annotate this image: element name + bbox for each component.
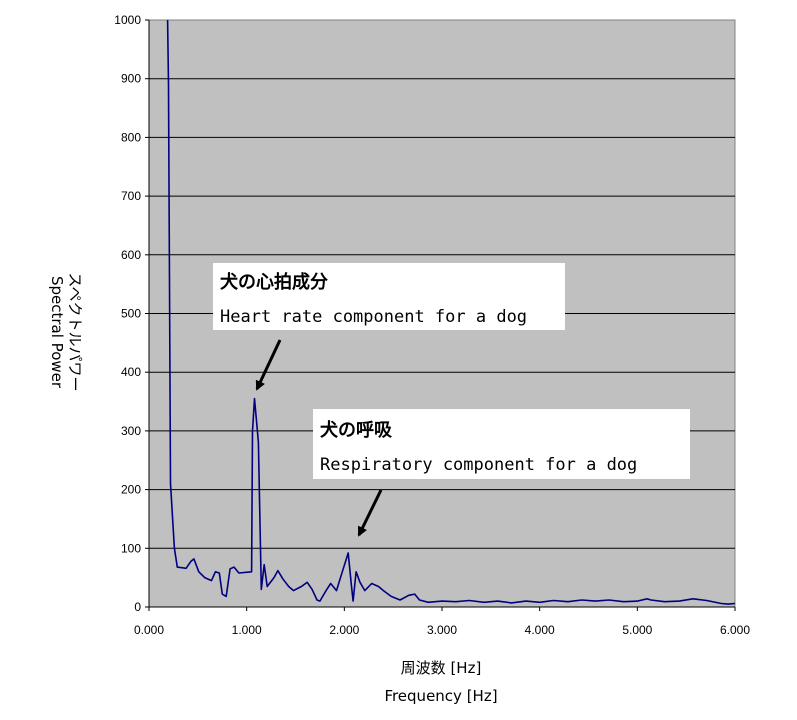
y-axis-ticks: 0 100 200 300 400 500 600 700 800 900 1000 [114,13,149,614]
y-tick-label: 900 [121,72,141,86]
x-tick-label: 6.000 [720,623,750,637]
respiratory-label-en: Respiratory component for a dog [320,455,637,475]
x-tick-label: 1.000 [232,623,262,637]
y-tick-label: 100 [121,541,141,555]
respiratory-annotation: 犬の呼吸 Respiratory component for a dog [313,409,690,537]
respiratory-label-box [313,409,690,479]
axis-lines [148,20,735,608]
y-tick-label: 800 [121,130,141,144]
heart-rate-arrow [255,339,282,391]
x-tick-label: 5.000 [622,623,652,637]
x-tick-label: 3.000 [427,623,457,637]
heart-rate-label-ja: 犬の心拍成分 [220,271,328,293]
y-axis-title-ja: スペクトルパワー [66,273,84,392]
heart-rate-label-en: Heart rate component for a dog [220,307,527,327]
y-tick-label: 1000 [114,13,141,27]
heart-rate-annotation: 犬の心拍成分 Heart rate component for a dog [213,263,565,391]
x-tick-label: 2.000 [329,623,359,637]
y-tick-label: 300 [121,424,141,438]
x-axis-ticks: 0.000 1.000 2.000 3.000 4.000 5.000 6.000 [134,607,750,637]
spectral-power-line [166,19,736,605]
heart-rate-label-box [213,263,565,330]
y-axis-title-en: Spectral Power [48,276,66,389]
y-tick-label: 400 [121,365,141,379]
respiratory-label-ja: 犬の呼吸 [320,419,393,441]
x-axis-title-ja: 周波数 [Hz] [401,659,482,677]
y-tick-label: 500 [121,307,141,321]
y-tick-label: 0 [134,600,141,614]
y-tick-label: 200 [121,483,141,497]
x-tick-label: 4.000 [525,623,555,637]
gridlines [149,78,735,549]
x-tick-label: 0.000 [134,623,164,637]
y-tick-label: 700 [121,189,141,203]
x-axis-title-en: Frequency [Hz] [384,687,497,705]
y-tick-label: 600 [121,248,141,262]
respiratory-arrow [357,489,383,537]
